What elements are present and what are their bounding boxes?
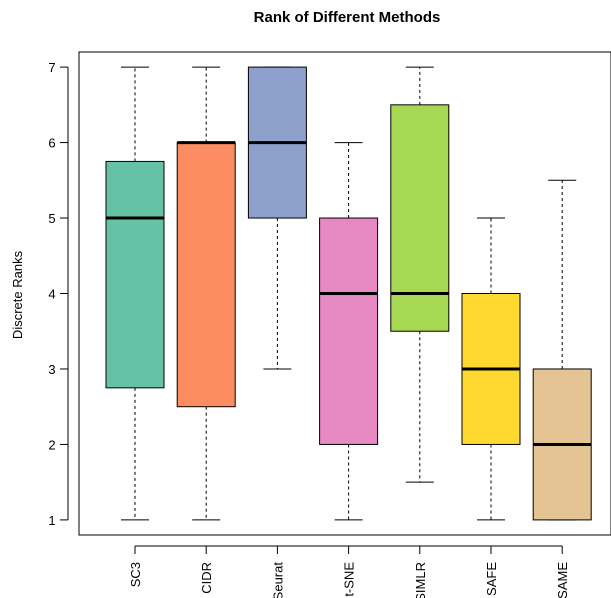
y-tick-label: 2	[48, 437, 55, 452]
boxes	[105, 66, 592, 521]
iqr-box	[390, 104, 450, 332]
iqr-box	[319, 217, 379, 445]
x-tick-label: t-SNE	[342, 562, 357, 597]
y-axis: 1 2 3 4 5 6 7	[48, 60, 69, 528]
box-seurat	[247, 66, 307, 370]
x-tick-label: SAFE	[484, 562, 499, 596]
box-simlr	[390, 66, 450, 483]
plot-frame	[78, 51, 611, 536]
x-tick-label: SC3	[128, 562, 143, 587]
y-tick-label: 5	[48, 211, 55, 226]
x-axis: SC3 CIDR Seurat t-SNE SIMLR SAFE SAME	[128, 545, 570, 598]
box-sc3	[105, 66, 165, 521]
box-t-sne	[319, 142, 379, 521]
y-tick-label: 7	[48, 60, 55, 75]
x-tick-label: SAME	[555, 562, 570, 598]
y-tick-label: 4	[48, 287, 55, 302]
box-cidr	[176, 66, 236, 521]
iqr-box	[176, 142, 236, 408]
iqr-box	[105, 160, 165, 389]
x-tick-label: CIDR	[199, 562, 214, 594]
chart-title: Rank of Different Methods	[254, 9, 441, 26]
y-axis-label: Discrete Ranks	[10, 250, 25, 339]
y-tick-label: 3	[48, 362, 55, 377]
x-tick-label: Seurat	[270, 562, 285, 598]
x-tick-label: SIMLR	[413, 562, 428, 598]
box-safe	[461, 217, 521, 521]
y-tick-label: 1	[48, 513, 55, 528]
y-tick-label: 6	[48, 136, 55, 151]
box-same	[532, 179, 592, 521]
